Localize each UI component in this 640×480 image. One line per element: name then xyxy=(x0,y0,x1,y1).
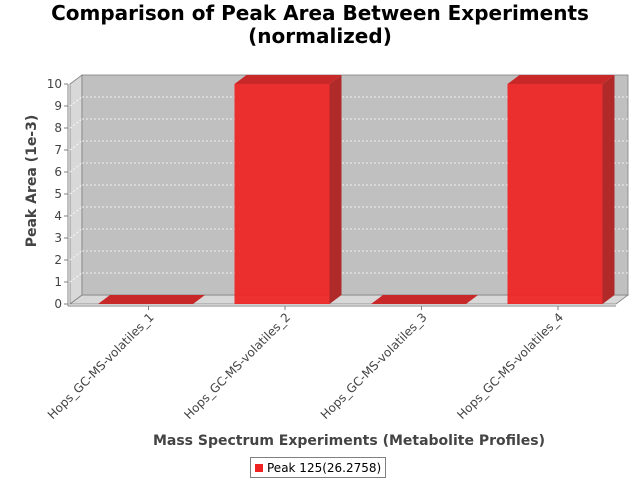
gridline-side xyxy=(69,162,83,173)
x-tick-label: Hops_GC-MS-volatiles_3 xyxy=(318,310,430,422)
x-tick-label: Hops_GC-MS-volatiles_2 xyxy=(181,310,293,422)
gridline-side xyxy=(69,250,83,261)
bar xyxy=(98,295,205,304)
bar-front xyxy=(234,84,330,304)
y-tick-label: 6 xyxy=(54,165,62,179)
y-tick-label: 0 xyxy=(54,297,62,311)
bar-side xyxy=(602,75,615,304)
bar-front xyxy=(507,84,603,304)
bar xyxy=(507,75,615,304)
y-tick-labels: 0 1 2 3 4 5 6 7 8 9 10 xyxy=(47,77,62,311)
chart-title-line-2: (normalized) xyxy=(248,24,392,48)
gridline-side xyxy=(69,272,83,283)
chart-title: Comparison of Peak Area Between Experime… xyxy=(0,2,640,48)
plot-left-wall xyxy=(69,74,83,305)
bar-top xyxy=(371,295,478,304)
gridline-side xyxy=(69,206,83,217)
y-tick-label: 7 xyxy=(54,143,62,157)
y-tick-label: 9 xyxy=(54,99,62,113)
bar-top xyxy=(98,295,205,304)
x-axis-title: Mass Spectrum Experiments (Metabolite Pr… xyxy=(153,433,545,449)
bar-top xyxy=(234,75,342,84)
y-tick-label: 10 xyxy=(47,77,62,91)
gridlines xyxy=(69,96,628,283)
y-axis-title: Peak Area (1e-3) xyxy=(24,115,40,248)
gridline-side xyxy=(69,228,83,239)
chart-title-line-1: Comparison of Peak Area Between Experime… xyxy=(51,1,589,25)
x-tick-label: Hops_GC-MS-volatiles_4 xyxy=(454,310,566,422)
bar xyxy=(371,295,478,304)
y-tick-label: 2 xyxy=(54,253,62,267)
y-tick-label: 1 xyxy=(54,275,62,289)
legend-label: Peak 125(26.2758) xyxy=(267,460,382,475)
y-tick-label: 3 xyxy=(54,231,62,245)
axes xyxy=(64,83,616,310)
gridline-side xyxy=(69,140,83,151)
bar-top xyxy=(507,75,615,84)
x-tick-labels: Hops_GC-MS-volatiles_1 Hops_GC-MS-volatil… xyxy=(45,310,566,422)
bar xyxy=(234,75,342,304)
bar-side xyxy=(329,75,342,304)
y-tick-label: 8 xyxy=(54,121,62,135)
y-tick-label: 5 xyxy=(54,187,62,201)
gridline-side xyxy=(69,96,83,107)
legend-swatch xyxy=(255,463,263,472)
y-tick-label: 4 xyxy=(54,209,62,223)
x-tick-label: Hops_GC-MS-volatiles_1 xyxy=(45,310,157,422)
legend: Peak 125(26.2758) xyxy=(250,457,387,478)
gridline-side xyxy=(69,118,83,129)
gridline-side xyxy=(69,184,83,195)
bars xyxy=(98,75,615,304)
